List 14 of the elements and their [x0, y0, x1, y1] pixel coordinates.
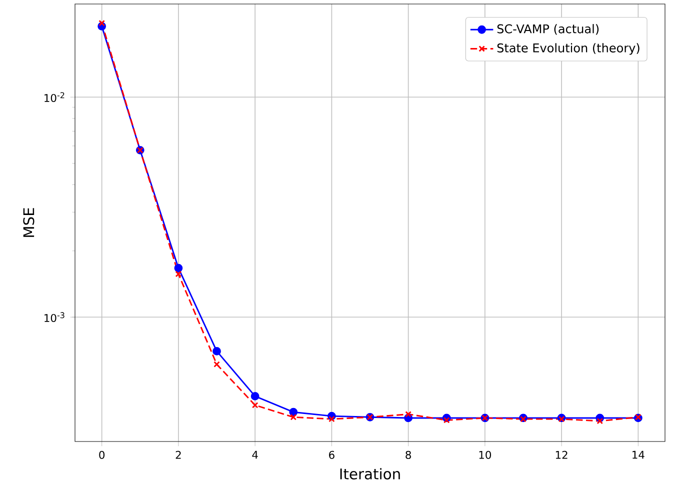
- x-tick-label: 0: [99, 450, 105, 459]
- x-tick-label: 8: [406, 450, 411, 459]
- x-tick-label: 6: [329, 450, 334, 459]
- legend-label: State Evolution (theory): [497, 43, 640, 55]
- x-tick-label: 4: [252, 450, 258, 459]
- x-tick-label: 14: [632, 450, 644, 459]
- legend-label: SC-VAMP (actual): [497, 24, 599, 35]
- x-axis-title: Iteration: [340, 468, 400, 480]
- y-tick-label: 10$^{-2}$: [44, 92, 64, 102]
- x-tick-label: 2: [176, 450, 181, 459]
- x-tick-label: 10: [479, 450, 492, 459]
- y-tick-label: 10$^{-3}$: [44, 312, 64, 322]
- y-axis-title: MSE: [23, 208, 34, 237]
- x-tick-label: 12: [556, 450, 568, 459]
